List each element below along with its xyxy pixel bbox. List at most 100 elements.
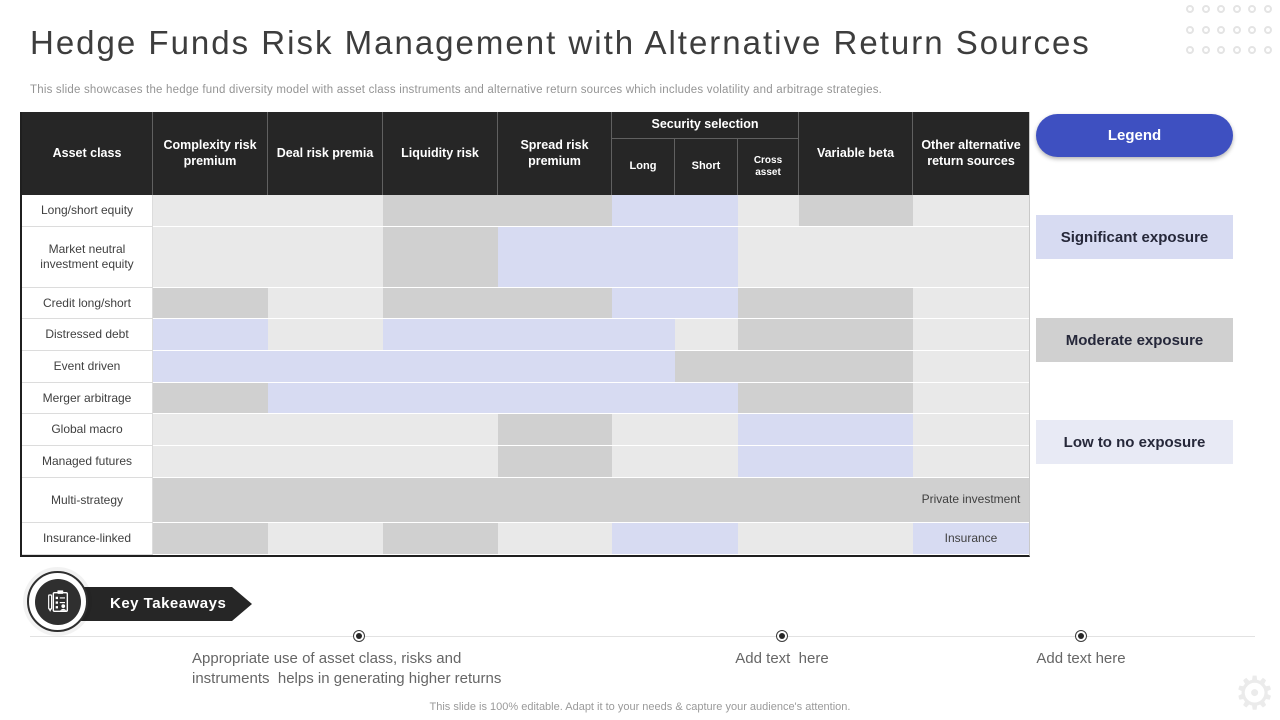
table-cell (913, 414, 1029, 446)
table-cell (612, 288, 675, 319)
bullet-marker (1075, 630, 1087, 642)
col-header-other-alternative-return-sources: Other alternative return sources (921, 137, 1021, 168)
table-cell (153, 414, 268, 446)
table-cell (153, 383, 268, 414)
col-header-short: Short (675, 139, 738, 195)
row-label: Managed futures (22, 446, 153, 478)
table-cell (268, 478, 383, 523)
table-row: Long/short equity (22, 195, 1029, 227)
table-cell (799, 351, 913, 383)
clipboard-checklist-icon (34, 578, 81, 625)
table-cell (738, 227, 799, 288)
table-row: Global macro (22, 414, 1029, 446)
table-cell (268, 446, 383, 478)
table-cell (383, 319, 498, 351)
table-cell (498, 227, 612, 288)
table-cell (498, 351, 612, 383)
table-header: Asset class Complexity risk premium Deal… (22, 112, 1029, 195)
table-cell (268, 383, 383, 414)
table-cell (383, 478, 498, 523)
table-cell (612, 478, 675, 523)
table-cell (383, 446, 498, 478)
table-cell (799, 227, 913, 288)
table-cell (153, 288, 268, 319)
table-cell (738, 478, 799, 523)
table-cell (738, 319, 799, 351)
table-cell (153, 351, 268, 383)
col-header-liquidity-risk: Liquidity risk (383, 112, 498, 195)
dot-icon (1201, 5, 1210, 13)
legend-button[interactable]: Legend (1036, 114, 1233, 157)
dot-icon (1263, 46, 1272, 54)
dot-icon (1232, 5, 1241, 13)
table-cell (738, 351, 799, 383)
dot-icon (1217, 25, 1225, 34)
table-cell (498, 288, 612, 319)
bullet-marker (776, 630, 788, 642)
table-row: Managed futures (22, 446, 1029, 478)
table-cell (612, 383, 675, 414)
table-cell (799, 288, 913, 319)
table-cell (612, 319, 675, 351)
table-cell (498, 478, 612, 523)
table-cell (383, 414, 498, 446)
table-cell (268, 523, 383, 555)
table-row: Distressed debt (22, 319, 1029, 351)
table-cell: Insurance (913, 523, 1029, 555)
dot-icon (1201, 25, 1210, 34)
legend-item-significant-exposure: Significant exposure (1036, 215, 1233, 259)
col-header-spread-risk-premium: Spread risk premium (498, 112, 612, 195)
table-cell (268, 414, 383, 446)
dot-icon (1201, 46, 1210, 54)
table-row: Multi-strategy Private investment (22, 478, 1029, 523)
table-cell (675, 288, 738, 319)
table-cell (738, 414, 799, 446)
table-cell (153, 446, 268, 478)
table-cell (268, 288, 383, 319)
table-cell (738, 288, 799, 319)
bullet-marker (353, 630, 365, 642)
table-cell (153, 523, 268, 555)
table-cell (799, 383, 913, 414)
row-label: Credit long/short (22, 288, 153, 319)
editable-note: This slide is 100% editable. Adapt it to… (429, 701, 851, 713)
table-cell (799, 319, 913, 351)
table-cell (675, 446, 738, 478)
table-cell (738, 523, 799, 555)
col-header-cross-asset: Cross asset (738, 139, 799, 195)
add-text-placeholder[interactable]: Add text here (1036, 650, 1126, 667)
table-row: Market neutral investment equity (22, 227, 1029, 288)
row-label: Distressed debt (22, 319, 153, 351)
table-cell (498, 414, 612, 446)
add-text-placeholder[interactable]: Add text here (735, 650, 829, 667)
legend-item-low-to-no-exposure: Low to no exposure (1036, 420, 1233, 464)
dot-icon (1186, 5, 1194, 13)
table-cell (383, 351, 498, 383)
table-cell (268, 319, 383, 351)
dot-icon (1263, 5, 1272, 13)
table-cell (799, 523, 913, 555)
table-cell (383, 383, 498, 414)
table-cell (268, 351, 383, 383)
dot-icon (1186, 25, 1194, 34)
table-cell (612, 227, 675, 288)
table-cell: Private investment (913, 478, 1029, 523)
table-body: Long/short equity Market neutral investme… (22, 195, 1029, 555)
row-label: Multi-strategy (22, 478, 153, 523)
table-cell (612, 414, 675, 446)
table-cell (612, 195, 675, 227)
dots-decoration (1186, 5, 1272, 54)
table-cell (913, 195, 1029, 227)
dot-icon (1217, 46, 1225, 54)
table-cell (498, 319, 612, 351)
table-cell (913, 446, 1029, 478)
table-cell (498, 523, 612, 555)
row-label: Global macro (22, 414, 153, 446)
table-cell (913, 227, 1029, 288)
row-label: Market neutral investment equity (22, 227, 153, 288)
dot-icon (1232, 46, 1241, 54)
table-cell (675, 227, 738, 288)
dot-icon (1248, 25, 1256, 34)
table-cell (799, 195, 913, 227)
